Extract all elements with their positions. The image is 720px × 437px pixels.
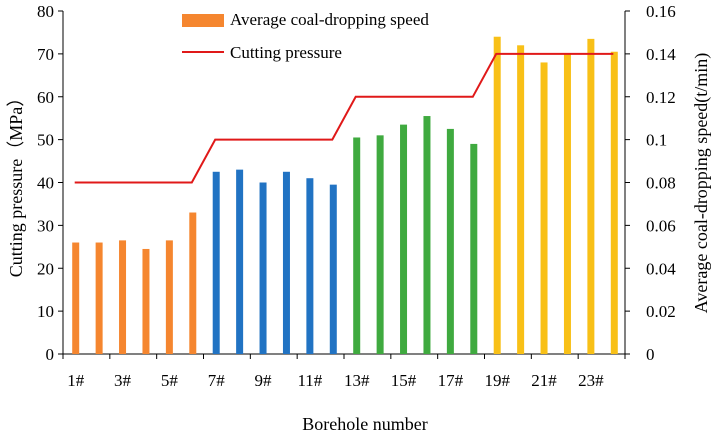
- x-tick-label: 7#: [208, 371, 226, 390]
- x-tick-label: 1#: [67, 371, 85, 390]
- coal-speed-bar: [423, 116, 431, 354]
- y-left-tick-label: 0: [46, 345, 55, 364]
- y-left-tick-label: 70: [37, 45, 54, 64]
- coal-speed-bar: [236, 169, 244, 354]
- y-right-tick-label: 0.02: [646, 302, 676, 321]
- coal-speed-bar: [72, 242, 80, 354]
- coal-speed-bar: [446, 128, 454, 354]
- y-left-tick-label: 20: [37, 259, 54, 278]
- y-right-tick-label: 0.12: [646, 88, 676, 107]
- coal-speed-bar: [493, 36, 501, 354]
- y-right-tick-label: 0.06: [646, 216, 676, 235]
- y-right-tick-label: 0.16: [646, 2, 676, 21]
- x-tick-label: 9#: [255, 371, 273, 390]
- x-tick-label: 11#: [297, 371, 322, 390]
- y-right-tick-label: 0: [646, 345, 655, 364]
- bars-layer: [72, 36, 618, 355]
- coal-speed-bar: [540, 62, 548, 354]
- axes-layer: [58, 10, 630, 359]
- y-right-tick-label: 0.04: [646, 259, 676, 278]
- coal-speed-bar: [306, 178, 314, 354]
- coal-speed-bar: [165, 240, 173, 354]
- coal-speed-bar: [517, 45, 525, 355]
- x-tick-label: 13#: [344, 371, 370, 390]
- y-left-tick-label: 50: [37, 131, 54, 150]
- y-axis-left-title: Cutting pressure（MPa）: [6, 89, 26, 278]
- coal-speed-bar: [587, 38, 595, 355]
- coal-speed-bar: [259, 182, 267, 354]
- x-tick-label: 23#: [578, 371, 604, 390]
- y-right-tick-label: 0.08: [646, 174, 676, 193]
- coal-speed-bar: [212, 171, 220, 354]
- legend-bar-label: Average coal-dropping speed: [230, 10, 429, 29]
- coal-speed-bar: [563, 53, 571, 354]
- coal-speed-bar: [142, 248, 150, 354]
- y-right-tick-label: 0.14: [646, 45, 676, 64]
- legend-line-label: Cutting pressure: [230, 43, 342, 62]
- x-axis-title: Borehole number: [302, 414, 427, 434]
- coal-speed-bar: [470, 143, 478, 354]
- x-tick-label: 3#: [114, 371, 132, 390]
- coal-speed-bar: [189, 212, 197, 354]
- pressure-line-layer: [74, 52, 614, 184]
- coal-speed-bar: [400, 124, 408, 355]
- legend-bar-swatch: [182, 14, 224, 27]
- y-right-tick-label: 0.1: [646, 131, 667, 150]
- y-left-tick-label: 80: [37, 2, 54, 21]
- coal-speed-bar: [119, 240, 127, 354]
- coal-speed-bar: [610, 51, 618, 354]
- coal-speed-bar: [95, 242, 103, 354]
- x-tick-label: 5#: [161, 371, 179, 390]
- coal-speed-bar: [353, 137, 361, 354]
- cutting-pressure-line: [74, 52, 614, 184]
- x-tick-label: 21#: [531, 371, 557, 390]
- y-left-tick-label: 30: [37, 216, 54, 235]
- x-tick-label: 15#: [391, 371, 417, 390]
- coal-speed-bar: [282, 171, 290, 354]
- legend: Average coal-dropping speed Cutting pres…: [182, 10, 429, 62]
- y-left-tick-label: 10: [37, 302, 54, 321]
- x-tick-label: 19#: [484, 371, 510, 390]
- y-left-tick-label: 60: [37, 88, 54, 107]
- tick-labels-layer: 0 10 20 30 40 50 60 70 80 0 0.02 0.04 0.06 0.08 0.1 0.1…: [37, 2, 676, 390]
- y-left-tick-label: 40: [37, 174, 54, 193]
- coal-speed-bar: [329, 184, 337, 354]
- x-tick-label: 17#: [438, 371, 464, 390]
- y-axis-right-title: Average coal-dropping speed(t/min): [691, 53, 712, 314]
- coal-speed-bar: [376, 135, 384, 354]
